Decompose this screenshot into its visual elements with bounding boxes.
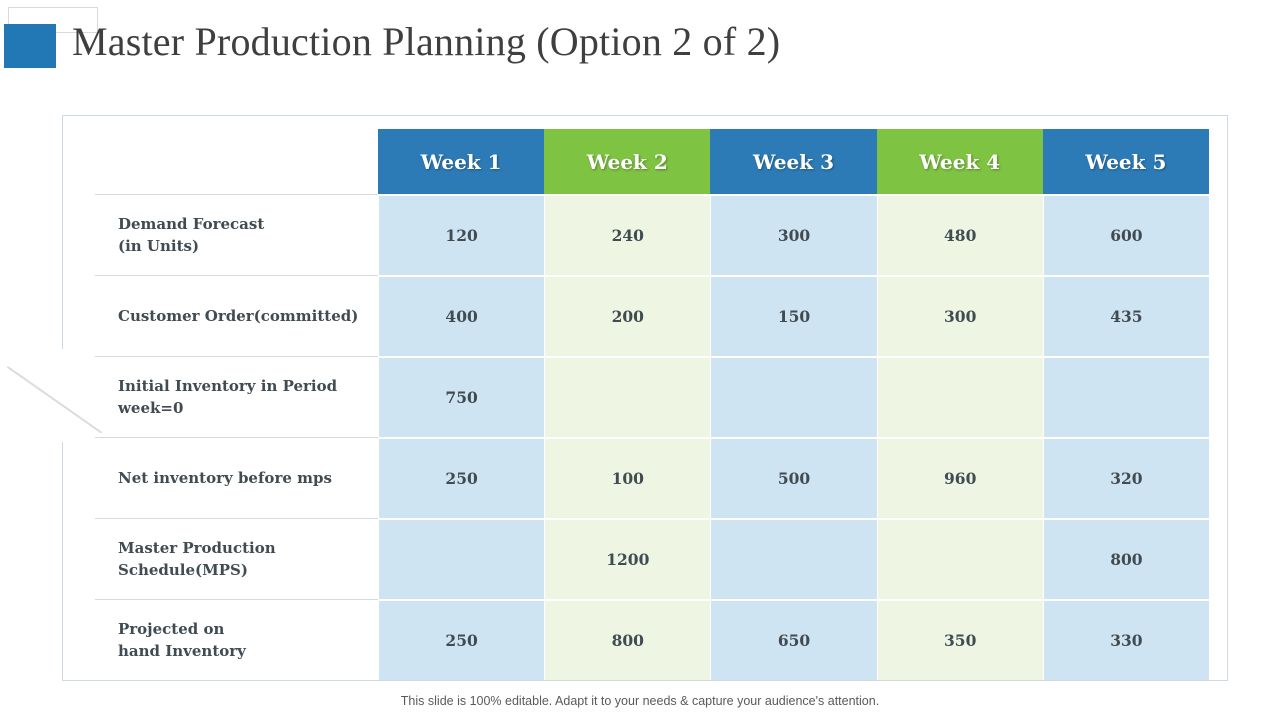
header-week-5: Week 5: [1042, 129, 1209, 194]
data-cell: 240: [544, 196, 711, 275]
data-cell: 650: [710, 601, 877, 680]
data-cell: [876, 520, 1043, 599]
data-cell: 320: [1042, 439, 1209, 518]
data-cell: 435: [1042, 277, 1209, 356]
row-label-net-inventory: Net inventory before mps: [63, 437, 378, 518]
data-cell: 150: [710, 277, 877, 356]
data-cell: 400: [378, 277, 545, 356]
footer-note: This slide is 100% editable. Adapt it to…: [400, 694, 880, 708]
row-label-projected-inventory: Projected on hand Inventory: [63, 599, 378, 680]
table-corner-cell: [63, 129, 378, 194]
row-label-text: Initial Inventory in Period week=0: [118, 376, 338, 417]
data-cell: 330: [1042, 601, 1209, 680]
header-week-1: Week 1: [378, 129, 545, 194]
header-week-4: Week 4: [876, 129, 1043, 194]
data-cell: 500: [710, 439, 877, 518]
data-cell: [710, 520, 877, 599]
data-cell: [710, 358, 877, 437]
row-label-text: Customer Order(committed): [118, 306, 359, 325]
row-label-initial-inventory: Initial Inventory in Period week=0: [63, 356, 378, 437]
data-cell: 120: [378, 196, 545, 275]
row-label-text: Net inventory before mps: [118, 468, 332, 487]
data-cell: 800: [1042, 520, 1209, 599]
data-cell: 800: [544, 601, 711, 680]
row-label-customer-order: Customer Order(committed): [63, 275, 378, 356]
row-label-mps: Master Production Schedule(MPS): [63, 518, 378, 599]
slide-title: Master Production Planning (Option 2 of …: [72, 19, 781, 64]
data-cell: 480: [876, 196, 1043, 275]
row-label-text: Demand Forecast (in Units): [118, 214, 265, 255]
data-cell: 600: [1042, 196, 1209, 275]
callout-tail-mask: [61, 349, 65, 442]
data-cell: [544, 358, 711, 437]
data-cell: 300: [710, 196, 877, 275]
production-table: Week 1 Week 2 Week 3 Week 4 Week 5 Deman…: [63, 129, 1209, 680]
data-cell: 1200: [544, 520, 711, 599]
data-cell: [1042, 358, 1209, 437]
data-cell: 100: [544, 439, 711, 518]
data-cell: 200: [544, 277, 711, 356]
data-cell: [378, 520, 545, 599]
data-cell: 300: [876, 277, 1043, 356]
data-cell: 960: [876, 439, 1043, 518]
title-accent-square: [4, 24, 56, 68]
row-label-demand-forecast: Demand Forecast (in Units): [63, 194, 378, 275]
production-table-card: Week 1 Week 2 Week 3 Week 4 Week 5 Deman…: [62, 115, 1228, 681]
data-cell: 750: [378, 358, 545, 437]
row-label-text: Projected on hand Inventory: [118, 619, 246, 660]
data-cell: 250: [378, 439, 545, 518]
data-cell: 350: [876, 601, 1043, 680]
data-cell: [876, 358, 1043, 437]
row-label-text: Master Production Schedule(MPS): [118, 538, 276, 579]
data-cell: 250: [378, 601, 545, 680]
header-week-3: Week 3: [710, 129, 877, 194]
header-week-2: Week 2: [544, 129, 711, 194]
